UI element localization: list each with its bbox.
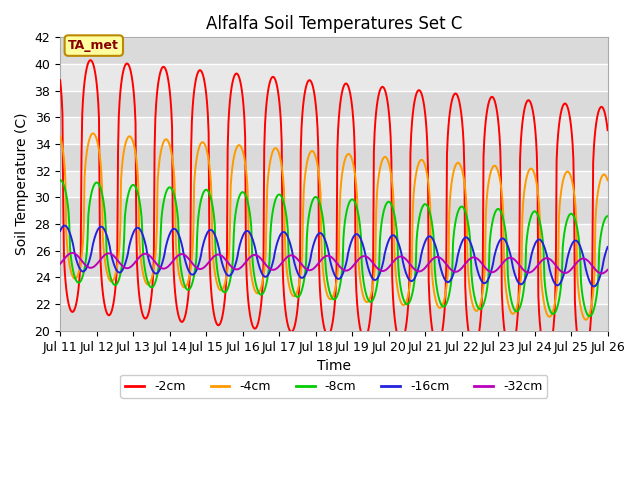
-4cm xyxy=(604,178,611,183)
-4cm xyxy=(582,317,590,323)
Bar xyxy=(60,64,607,91)
-16cm xyxy=(417,252,425,258)
-16cm xyxy=(67,233,75,239)
-4cm xyxy=(89,131,97,136)
Y-axis label: Soil Temperature (C): Soil Temperature (C) xyxy=(15,113,29,255)
-16cm xyxy=(61,223,68,228)
Line: -32cm: -32cm xyxy=(60,253,607,274)
-16cm xyxy=(179,246,187,252)
-16cm xyxy=(604,244,611,250)
-4cm xyxy=(179,283,187,289)
-8cm xyxy=(604,213,611,219)
-32cm xyxy=(598,271,605,276)
Legend: -2cm, -4cm, -8cm, -16cm, -32cm: -2cm, -4cm, -8cm, -16cm, -32cm xyxy=(120,375,547,398)
-32cm xyxy=(604,267,611,273)
Bar xyxy=(60,171,607,197)
-2cm xyxy=(87,57,95,63)
Title: Alfalfa Soil Temperatures Set C: Alfalfa Soil Temperatures Set C xyxy=(205,15,462,33)
-32cm xyxy=(66,251,74,256)
Bar xyxy=(60,304,607,331)
-2cm xyxy=(208,294,216,300)
Bar xyxy=(60,197,607,224)
-4cm xyxy=(401,301,409,307)
-32cm xyxy=(179,252,187,257)
Bar xyxy=(60,91,607,118)
-8cm xyxy=(417,210,424,216)
Line: -4cm: -4cm xyxy=(60,133,607,320)
-16cm xyxy=(401,267,409,273)
Bar xyxy=(60,277,607,304)
-2cm xyxy=(579,356,587,361)
-2cm xyxy=(401,329,409,335)
Bar xyxy=(60,251,607,277)
-2cm xyxy=(179,319,187,324)
-4cm xyxy=(208,202,216,207)
-16cm xyxy=(124,254,131,260)
Bar xyxy=(60,37,607,64)
-2cm xyxy=(417,90,425,96)
Line: -16cm: -16cm xyxy=(60,226,607,287)
Bar xyxy=(60,144,607,171)
-4cm xyxy=(124,136,131,142)
-16cm xyxy=(208,228,216,233)
-2cm xyxy=(66,306,74,312)
-8cm xyxy=(122,201,130,207)
-32cm xyxy=(417,268,425,274)
-8cm xyxy=(207,195,215,201)
Text: TA_met: TA_met xyxy=(68,39,119,52)
-32cm xyxy=(208,256,216,262)
-8cm xyxy=(178,272,186,278)
Line: -2cm: -2cm xyxy=(60,60,607,359)
-32cm xyxy=(68,250,76,256)
-4cm xyxy=(417,157,425,163)
-16cm xyxy=(590,284,598,289)
-32cm xyxy=(401,256,409,262)
Bar xyxy=(60,118,607,144)
-8cm xyxy=(56,177,64,183)
Line: -8cm: -8cm xyxy=(60,180,607,316)
-2cm xyxy=(124,60,131,66)
-8cm xyxy=(586,313,593,319)
-16cm xyxy=(56,228,64,234)
-32cm xyxy=(56,261,64,267)
-2cm xyxy=(56,77,64,83)
-8cm xyxy=(401,299,408,304)
-8cm xyxy=(66,246,74,252)
-32cm xyxy=(124,265,131,271)
-4cm xyxy=(56,133,64,139)
Bar xyxy=(60,224,607,251)
-4cm xyxy=(66,264,74,270)
X-axis label: Time: Time xyxy=(317,359,351,373)
-2cm xyxy=(604,127,611,133)
